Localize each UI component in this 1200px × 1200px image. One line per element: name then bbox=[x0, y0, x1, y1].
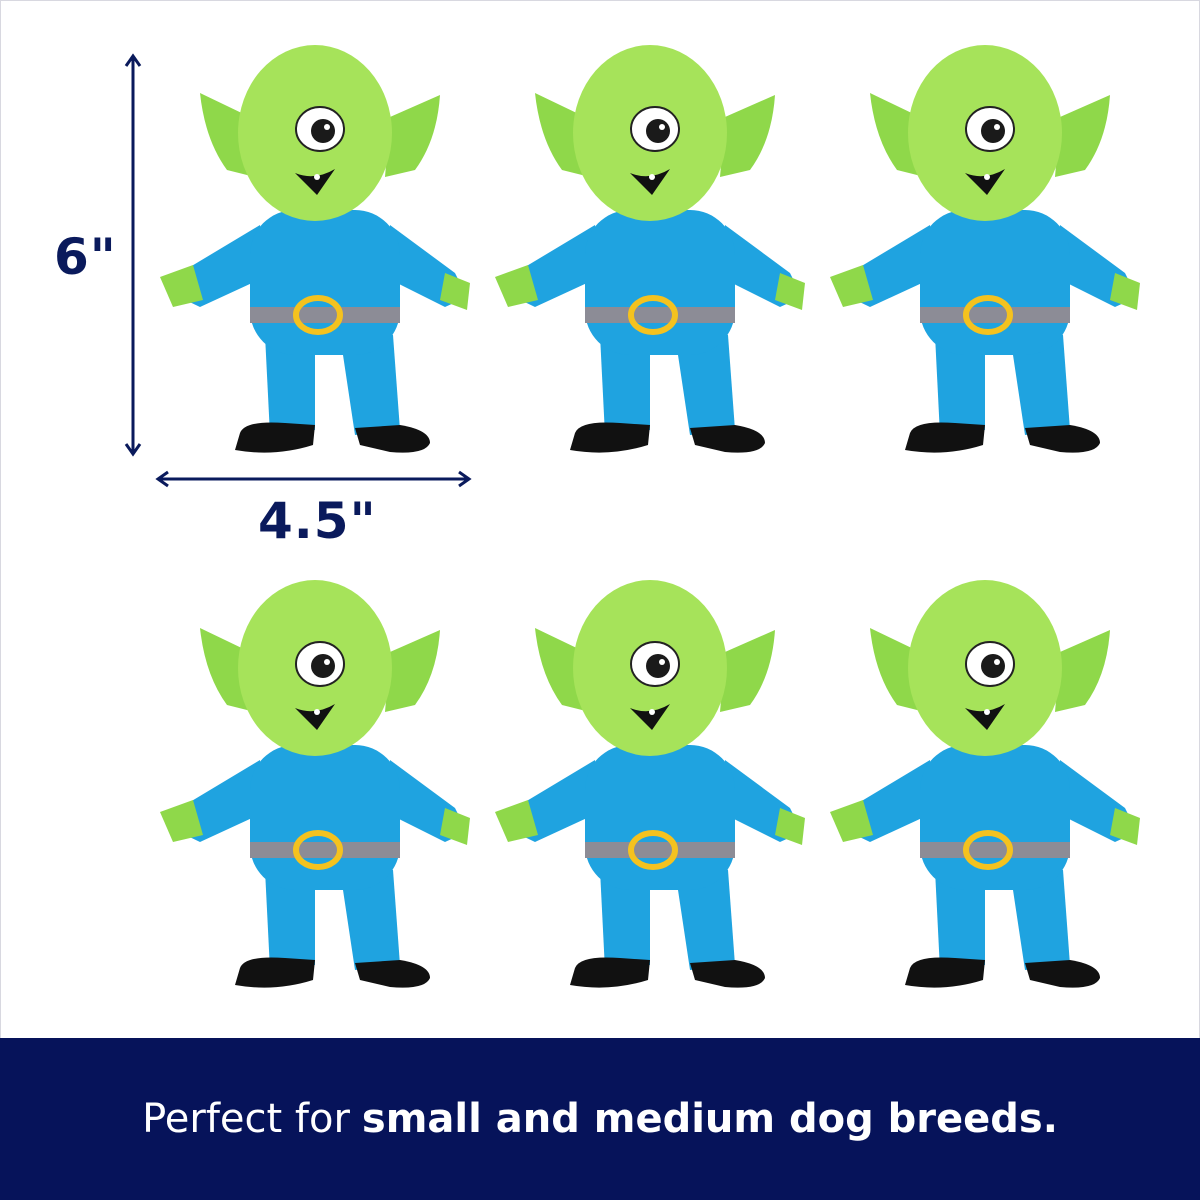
alien-toy-4 bbox=[160, 580, 470, 988]
banner-text-bold: small and medium dog breeds. bbox=[361, 1096, 1058, 1142]
width-arrow bbox=[155, 470, 472, 488]
alien-toy-6 bbox=[830, 580, 1140, 988]
info-banner: Perfect for small and medium dog breeds. bbox=[0, 1038, 1200, 1200]
alien-toy-2 bbox=[495, 45, 805, 453]
width-label: 4.5" bbox=[258, 492, 377, 550]
banner-text-regular: Perfect for bbox=[142, 1096, 350, 1142]
product-illustration bbox=[124, 0, 1200, 1040]
alien-toy-3 bbox=[830, 45, 1140, 453]
height-label: 6" bbox=[54, 228, 117, 286]
height-arrow bbox=[124, 53, 142, 457]
alien-toy-5 bbox=[495, 580, 805, 988]
alien-toy-1 bbox=[160, 45, 470, 453]
